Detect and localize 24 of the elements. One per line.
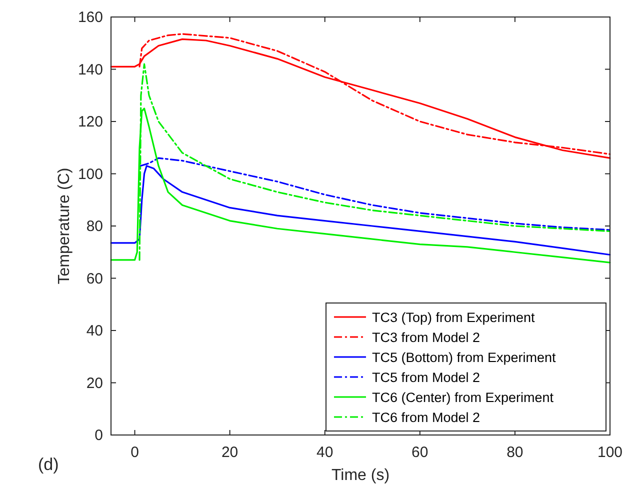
x-tick-label: 40: [316, 444, 334, 461]
x-tick-label: 60: [412, 444, 428, 461]
y-tick-label: 160: [78, 9, 103, 26]
x-tick-label: 80: [506, 444, 524, 461]
text: (d): [38, 455, 59, 474]
legend-label: TC3 (Top) from Experiment: [372, 310, 536, 325]
x-axis-title: Time (s): [331, 467, 390, 484]
y-tick-label: 20: [86, 374, 103, 392]
y-tick-label: 120: [78, 114, 103, 130]
x-tick-label: 0: [130, 444, 139, 461]
y-tick-label: 40: [86, 322, 103, 340]
legend-label: TC6 from Model 2: [372, 410, 480, 425]
legend-label: TC5 from Model 2: [372, 370, 480, 385]
y-tick-label: 100: [78, 166, 103, 183]
y-tick-label: 80: [86, 218, 103, 235]
legend-label: TC3 from Model 2: [372, 330, 480, 345]
y-tick-label: 140: [78, 61, 103, 78]
x-tick-label: 20: [221, 444, 238, 461]
y-axis-title: Temperature (C): [56, 168, 73, 284]
y-tick-label: 60: [86, 270, 103, 288]
legend-label: TC6 (Center) from Experiment: [372, 390, 554, 405]
legend-label: TC5 (Bottom) from Experiment: [372, 350, 556, 365]
x-tick-label: 100: [597, 444, 623, 461]
y-tick-label: 0: [94, 427, 103, 444]
